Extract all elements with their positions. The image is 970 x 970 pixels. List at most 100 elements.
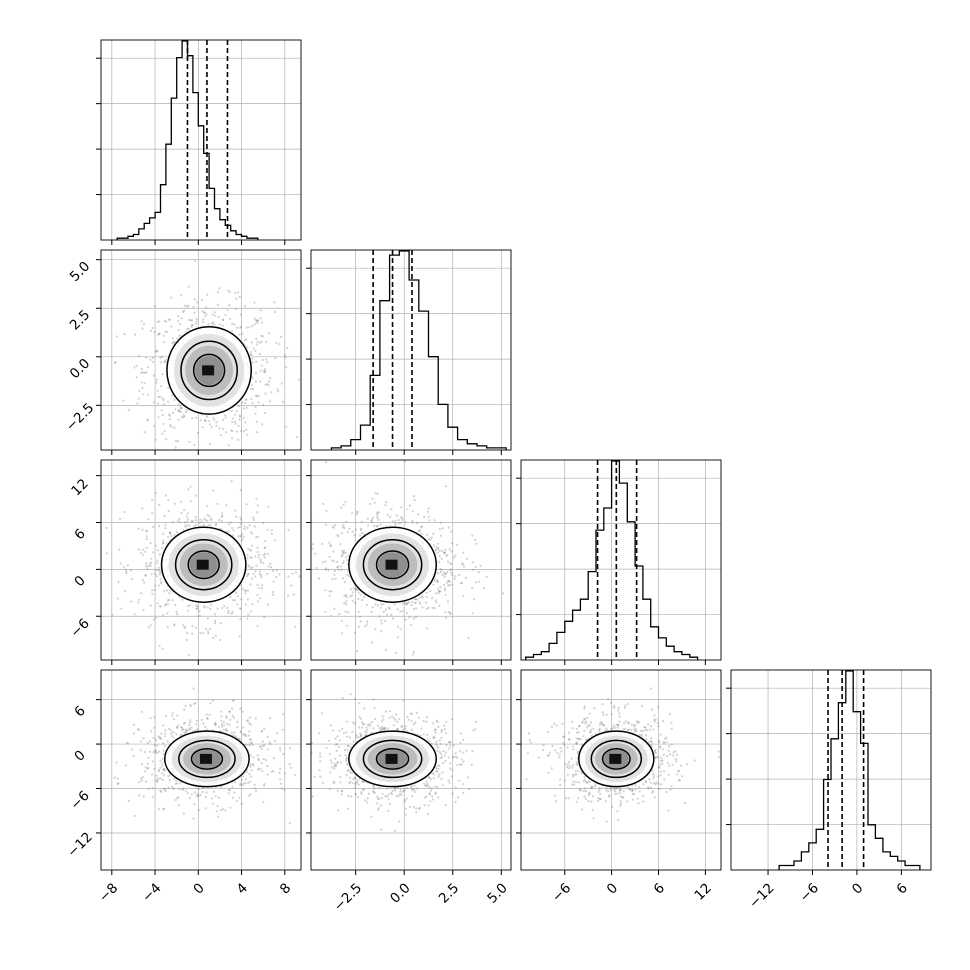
sample-point	[335, 749, 338, 753]
sample-point	[435, 579, 438, 582]
sample-point	[197, 809, 201, 812]
sample-point	[179, 410, 183, 413]
sample-point	[266, 748, 270, 751]
sample-point	[175, 613, 178, 616]
sample-point	[333, 573, 336, 576]
sample-point	[177, 724, 180, 727]
sample-point	[344, 754, 347, 757]
sample-point	[404, 601, 407, 604]
sample-point	[439, 757, 442, 760]
sample-point	[164, 789, 167, 793]
sample-point	[356, 736, 359, 739]
sample-point	[177, 804, 180, 807]
sample-point	[175, 733, 178, 736]
sample-point	[443, 728, 446, 731]
sample-point	[546, 754, 549, 757]
sample-point	[219, 809, 222, 812]
sample-point	[230, 612, 233, 615]
sample-point	[161, 764, 164, 768]
sample-point	[194, 701, 197, 705]
sample-point	[354, 587, 357, 591]
sample-point	[453, 577, 456, 581]
sample-point	[631, 789, 634, 792]
sample-point	[423, 804, 426, 807]
sample-point	[382, 718, 385, 721]
sample-point	[145, 780, 148, 783]
sample-point	[209, 523, 212, 527]
sample-point	[443, 551, 446, 554]
sample-point	[284, 356, 287, 359]
sample-point	[250, 387, 253, 390]
sample-point	[382, 610, 385, 614]
sample-point	[185, 515, 188, 518]
sample-point	[159, 361, 162, 364]
sample-point	[233, 323, 236, 326]
sample-point	[411, 712, 414, 715]
sample-point	[115, 761, 118, 764]
sample-point	[228, 290, 231, 294]
sample-point	[245, 398, 248, 402]
sample-point	[224, 313, 227, 317]
sample-point	[434, 548, 438, 552]
sample-point	[429, 800, 432, 803]
sample-point	[437, 796, 440, 799]
sample-point	[445, 616, 448, 619]
sample-point	[329, 614, 332, 617]
sample-point	[204, 420, 207, 423]
sample-point	[622, 796, 625, 799]
sample-point	[191, 417, 194, 420]
sample-point	[135, 454, 137, 456]
sample-point	[440, 752, 443, 756]
sample-point	[263, 616, 266, 619]
sample-point	[404, 813, 407, 816]
sample-point	[411, 600, 414, 604]
sample-point	[210, 450, 212, 452]
sample-point	[247, 734, 250, 737]
sample-point	[361, 720, 364, 724]
sample-point	[570, 757, 573, 760]
sample-point	[256, 340, 259, 343]
sample-point	[256, 754, 259, 757]
sample-point	[341, 549, 344, 553]
sample-point	[381, 715, 384, 718]
sample-point	[629, 788, 632, 791]
sample-point	[572, 775, 575, 778]
sample-point	[254, 717, 257, 720]
sample-point	[253, 518, 256, 522]
sample-point	[153, 726, 156, 729]
sample-point	[171, 714, 174, 717]
sample-point	[155, 378, 159, 381]
sample-point	[259, 309, 262, 312]
sample-point	[393, 829, 397, 833]
sample-point	[183, 708, 186, 711]
sample-point	[343, 748, 347, 752]
sample-point	[347, 745, 350, 748]
sample-point	[214, 314, 217, 317]
sample-point	[230, 429, 233, 432]
sample-point	[440, 756, 443, 759]
sample-point	[336, 560, 339, 564]
sample-point	[173, 398, 176, 402]
contour-2	[160, 526, 247, 603]
sample-point	[437, 746, 440, 749]
sample-point	[311, 741, 314, 744]
sample-point	[577, 737, 580, 741]
sample-point	[124, 568, 127, 571]
sample-point	[198, 614, 201, 618]
sample-point	[256, 504, 259, 507]
sample-point	[157, 395, 160, 398]
sample-point	[638, 785, 641, 789]
sample-point	[444, 485, 447, 488]
sample-point	[325, 567, 328, 570]
sample-point	[248, 524, 251, 527]
sample-point	[404, 618, 407, 621]
sample-point	[189, 796, 192, 800]
sample-point	[321, 542, 324, 546]
sample-point	[331, 578, 334, 581]
sample-point	[391, 520, 394, 523]
sample-point	[235, 326, 238, 329]
sample-point	[225, 504, 228, 507]
sample-point	[347, 794, 350, 798]
sample-point	[147, 366, 150, 369]
histogram-2	[525, 460, 699, 660]
